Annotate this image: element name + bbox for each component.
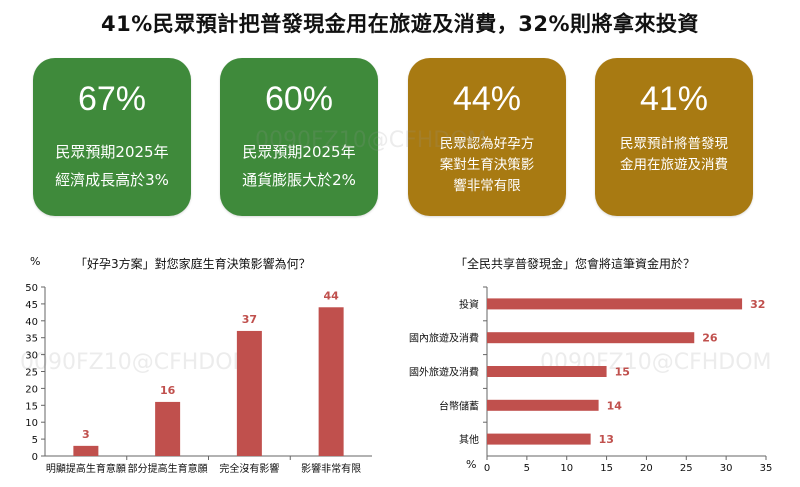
x-tick-label: 完全沒有影響 — [219, 462, 279, 475]
right-chart-xlabel: % — [466, 458, 477, 471]
x-tick-label: 15 — [600, 463, 613, 474]
stat-card-description: 民眾預期2025年 經濟成長高於3% — [55, 143, 169, 189]
y-tick-label: 國內旅遊及消費 — [409, 332, 479, 345]
bar — [155, 401, 181, 456]
stat-card-description: 民眾預期2025年 通貨膨脹大於2% — [242, 143, 356, 189]
stat-card-percent: 41% — [639, 80, 709, 118]
x-tick-label: 35 — [760, 463, 773, 474]
data-label: 16 — [160, 384, 176, 397]
stat-card-inflation: 60% 民眾預期2025年 通貨膨脹大於2% — [220, 58, 378, 216]
y-tick-label: 50 — [25, 283, 38, 294]
y-tick-label: 國外旅遊及消費 — [409, 366, 479, 379]
right-chart-title: 「全民共享普發現金」您會將這筆資金用於？ — [455, 257, 696, 271]
x-tick-label: 30 — [720, 463, 733, 474]
data-label: 26 — [702, 332, 718, 345]
stat-card-fertility: 44% 民眾認為好孕方 案對生育決策影 響非常有限 — [408, 58, 566, 216]
bar — [487, 298, 743, 310]
x-tick-label: 10 — [560, 463, 573, 474]
y-tick-label: 45 — [25, 300, 38, 311]
x-tick-label: 明顯提高生育意願 — [46, 462, 126, 475]
y-tick-label: 35 — [25, 334, 38, 345]
y-tick-label: 30 — [25, 351, 38, 362]
x-tick-label: 5 — [524, 463, 530, 474]
data-label: 3 — [82, 428, 90, 441]
data-label: 13 — [599, 433, 614, 446]
bar — [487, 399, 599, 411]
x-tick-label: 25 — [680, 463, 693, 474]
bar — [487, 332, 695, 344]
stat-card-percent: 44% — [452, 80, 522, 118]
x-tick-label: 20 — [640, 463, 653, 474]
left-chart-title: 「好孕3方案」對您家庭生育決策影響為何？ — [75, 257, 311, 271]
x-tick-label: 0 — [484, 463, 490, 474]
stat-card-description: 民眾預計將普發現 金用在旅遊及消費 — [620, 136, 728, 173]
stat-card-description: 民眾認為好孕方 案對生育決策影 響非常有限 — [439, 136, 535, 194]
data-label: 14 — [607, 399, 623, 412]
y-tick-label: 25 — [25, 368, 38, 379]
stat-card-growth: 67% 民眾預期2025年 經濟成長高於3% — [33, 58, 191, 216]
stat-card-spending: 41% 民眾預計將普發現 金用在旅遊及消費 — [595, 58, 753, 216]
stat-card-percent: 60% — [264, 80, 334, 118]
bar — [487, 366, 607, 377]
y-tick-label: 台幣儲蓄 — [439, 399, 479, 412]
stat-card-percent: 67% — [77, 80, 147, 118]
x-tick-label: 部分提高生育意願 — [128, 462, 208, 475]
bar — [487, 433, 591, 445]
y-tick-label: 5 — [32, 435, 38, 446]
y-tick-label: 10 — [25, 418, 38, 429]
y-tick-label: 15 — [25, 401, 38, 412]
data-label: 37 — [242, 313, 257, 326]
y-tick-label: 其他 — [459, 433, 479, 446]
data-label: 15 — [615, 366, 630, 379]
data-label: 32 — [750, 298, 765, 311]
bar — [236, 330, 262, 456]
y-tick-label: 20 — [25, 384, 38, 395]
y-tick-label: 0 — [32, 452, 38, 463]
bar — [318, 307, 344, 456]
y-tick-label: 40 — [25, 317, 38, 328]
left-chart-ylabel: % — [30, 255, 41, 268]
bar — [73, 445, 99, 456]
data-label: 44 — [323, 289, 339, 302]
x-tick-label: 影響非常有限 — [301, 462, 361, 475]
y-tick-label: 投資 — [459, 298, 479, 311]
page-headline: 41%民眾預計把普發現金用在旅遊及消費，32%則將拿來投資 — [100, 12, 700, 36]
